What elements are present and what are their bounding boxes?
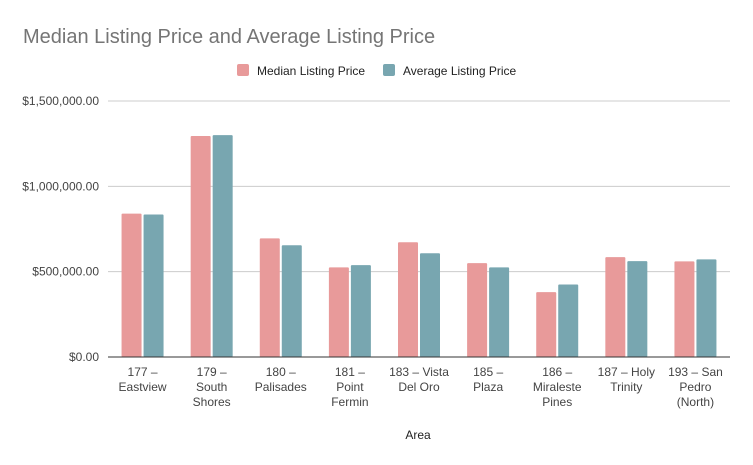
bar-average [696,259,717,357]
x-tick-label: 185 – Plaza [473,365,503,394]
bar-median [605,257,626,357]
bar-average [558,284,579,357]
bar-average [350,265,371,357]
bar-median [674,261,695,357]
y-tick-label: $1,000,000.00 [22,179,99,193]
y-tick-label: $1,500,000.00 [22,94,99,108]
bar-median [190,135,211,357]
x-tick-label: 183 – Vista Del Oro [389,365,449,394]
bar-median [328,267,349,357]
chart-title: Median Listing Price and Average Listing… [23,26,435,48]
bar-average [420,253,440,357]
legend-label: Median Listing Price [257,64,365,78]
y-tick-label: $500,000.00 [32,265,99,279]
legend: Median Listing Price Average Listing Pric… [237,64,517,78]
bars [108,135,730,358]
bar-average [489,267,510,357]
x-axis-title: Area [405,428,431,442]
x-tick-label: 193 – San Pedro (North) [668,365,723,409]
x-axis: 177 – Eastview 179 – South Shores 180 – Palisa… [119,365,723,409]
bar-median [121,213,142,357]
legend-label: Average Listing Price [403,64,517,78]
x-tick-label: 180 – Palisades [255,365,307,394]
x-tick-label: 177 – Eastview [119,365,167,394]
bar-median [536,292,557,357]
y-axis: $0.00 $500,000.00 $1,000,000.00 $1,500,000.… [22,94,99,364]
y-tick-label: $0.00 [69,350,99,364]
bar-median [398,242,418,357]
bar-average [143,214,164,357]
bar-average [281,245,302,357]
x-tick-label: 186 – Miraleste Pines [533,365,582,409]
bar-average [627,261,648,357]
x-tick-label: 187 – Holy Trinity [598,365,655,394]
legend-swatch [237,64,249,76]
legend-swatch [383,64,395,76]
bar-average [212,135,233,357]
bar-median [467,263,488,357]
x-tick-label: 181 – Point Fermin [331,365,368,409]
bar-median [259,238,280,357]
x-tick-label: 179 – South Shores [193,365,231,409]
